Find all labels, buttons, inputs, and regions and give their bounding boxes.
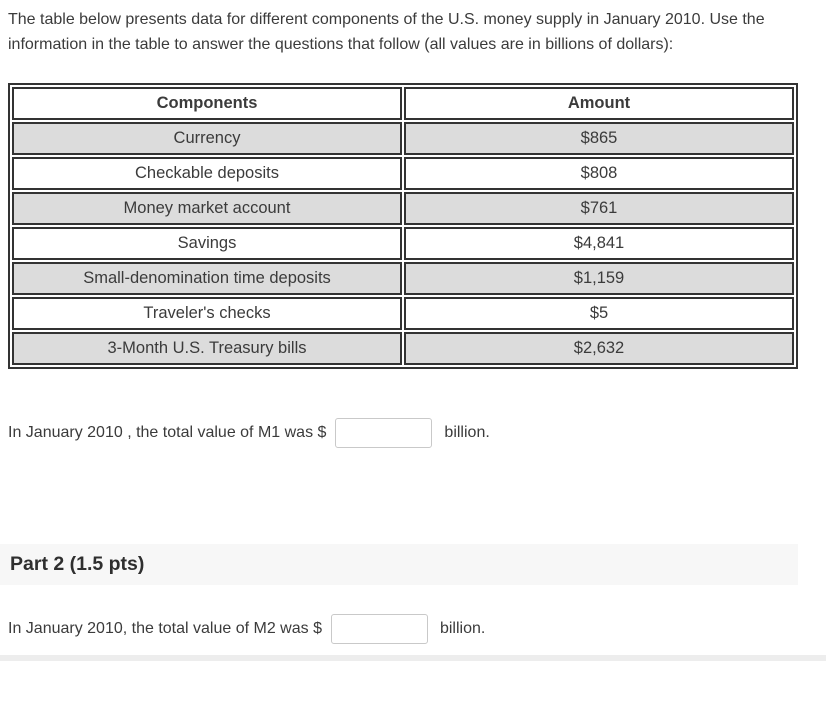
quiz-page: The table below presents data for differ… xyxy=(0,7,826,661)
next-section-divider xyxy=(0,655,826,661)
amount-cell: $808 xyxy=(404,157,794,190)
amount-cell: $865 xyxy=(404,122,794,155)
question-m1: In January 2010 , the total value of M1 … xyxy=(8,418,826,448)
question-m2: In January 2010, the total value of M2 w… xyxy=(8,614,826,644)
question-m2-suffix: billion. xyxy=(439,620,486,637)
question-m1-prefix: In January 2010 , the total value of M1 … xyxy=(8,424,327,441)
table-row: 3-Month U.S. Treasury bills $2,632 xyxy=(12,332,794,365)
table-row: Checkable deposits $808 xyxy=(12,157,794,190)
question-m2-prefix: In January 2010, the total value of M2 w… xyxy=(8,620,322,637)
table-header-row: Components Amount xyxy=(12,87,794,120)
table-row: Small-denomination time deposits $1,159 xyxy=(12,262,794,295)
component-cell: Currency xyxy=(12,122,402,155)
amount-cell: $2,632 xyxy=(404,332,794,365)
component-cell: Traveler's checks xyxy=(12,297,402,330)
table-row: Traveler's checks $5 xyxy=(12,297,794,330)
table-row: Money market account $761 xyxy=(12,192,794,225)
part2-section-header: Part 2 (1.5 pts) xyxy=(0,544,798,585)
component-cell: Savings xyxy=(12,227,402,260)
table-row: Savings $4,841 xyxy=(12,227,794,260)
component-cell: 3-Month U.S. Treasury bills xyxy=(12,332,402,365)
table-header-components: Components xyxy=(12,87,402,120)
amount-cell: $5 xyxy=(404,297,794,330)
m2-answer-input[interactable] xyxy=(330,614,428,644)
question-intro-text: The table below presents data for differ… xyxy=(8,11,765,53)
component-cell: Small-denomination time deposits xyxy=(12,262,402,295)
table-header-amount: Amount xyxy=(404,87,794,120)
amount-cell: $1,159 xyxy=(404,262,794,295)
amount-cell: $4,841 xyxy=(404,227,794,260)
amount-cell: $761 xyxy=(404,192,794,225)
part2-heading: Part 2 (1.5 pts) xyxy=(10,553,145,575)
question-m1-suffix: billion. xyxy=(444,424,490,441)
component-cell: Money market account xyxy=(12,192,402,225)
component-cell: Checkable deposits xyxy=(12,157,402,190)
m1-answer-input[interactable] xyxy=(335,418,433,448)
money-supply-table: Components Amount Currency $865 Checkable … xyxy=(8,83,798,369)
table-row: Currency $865 xyxy=(12,122,794,155)
